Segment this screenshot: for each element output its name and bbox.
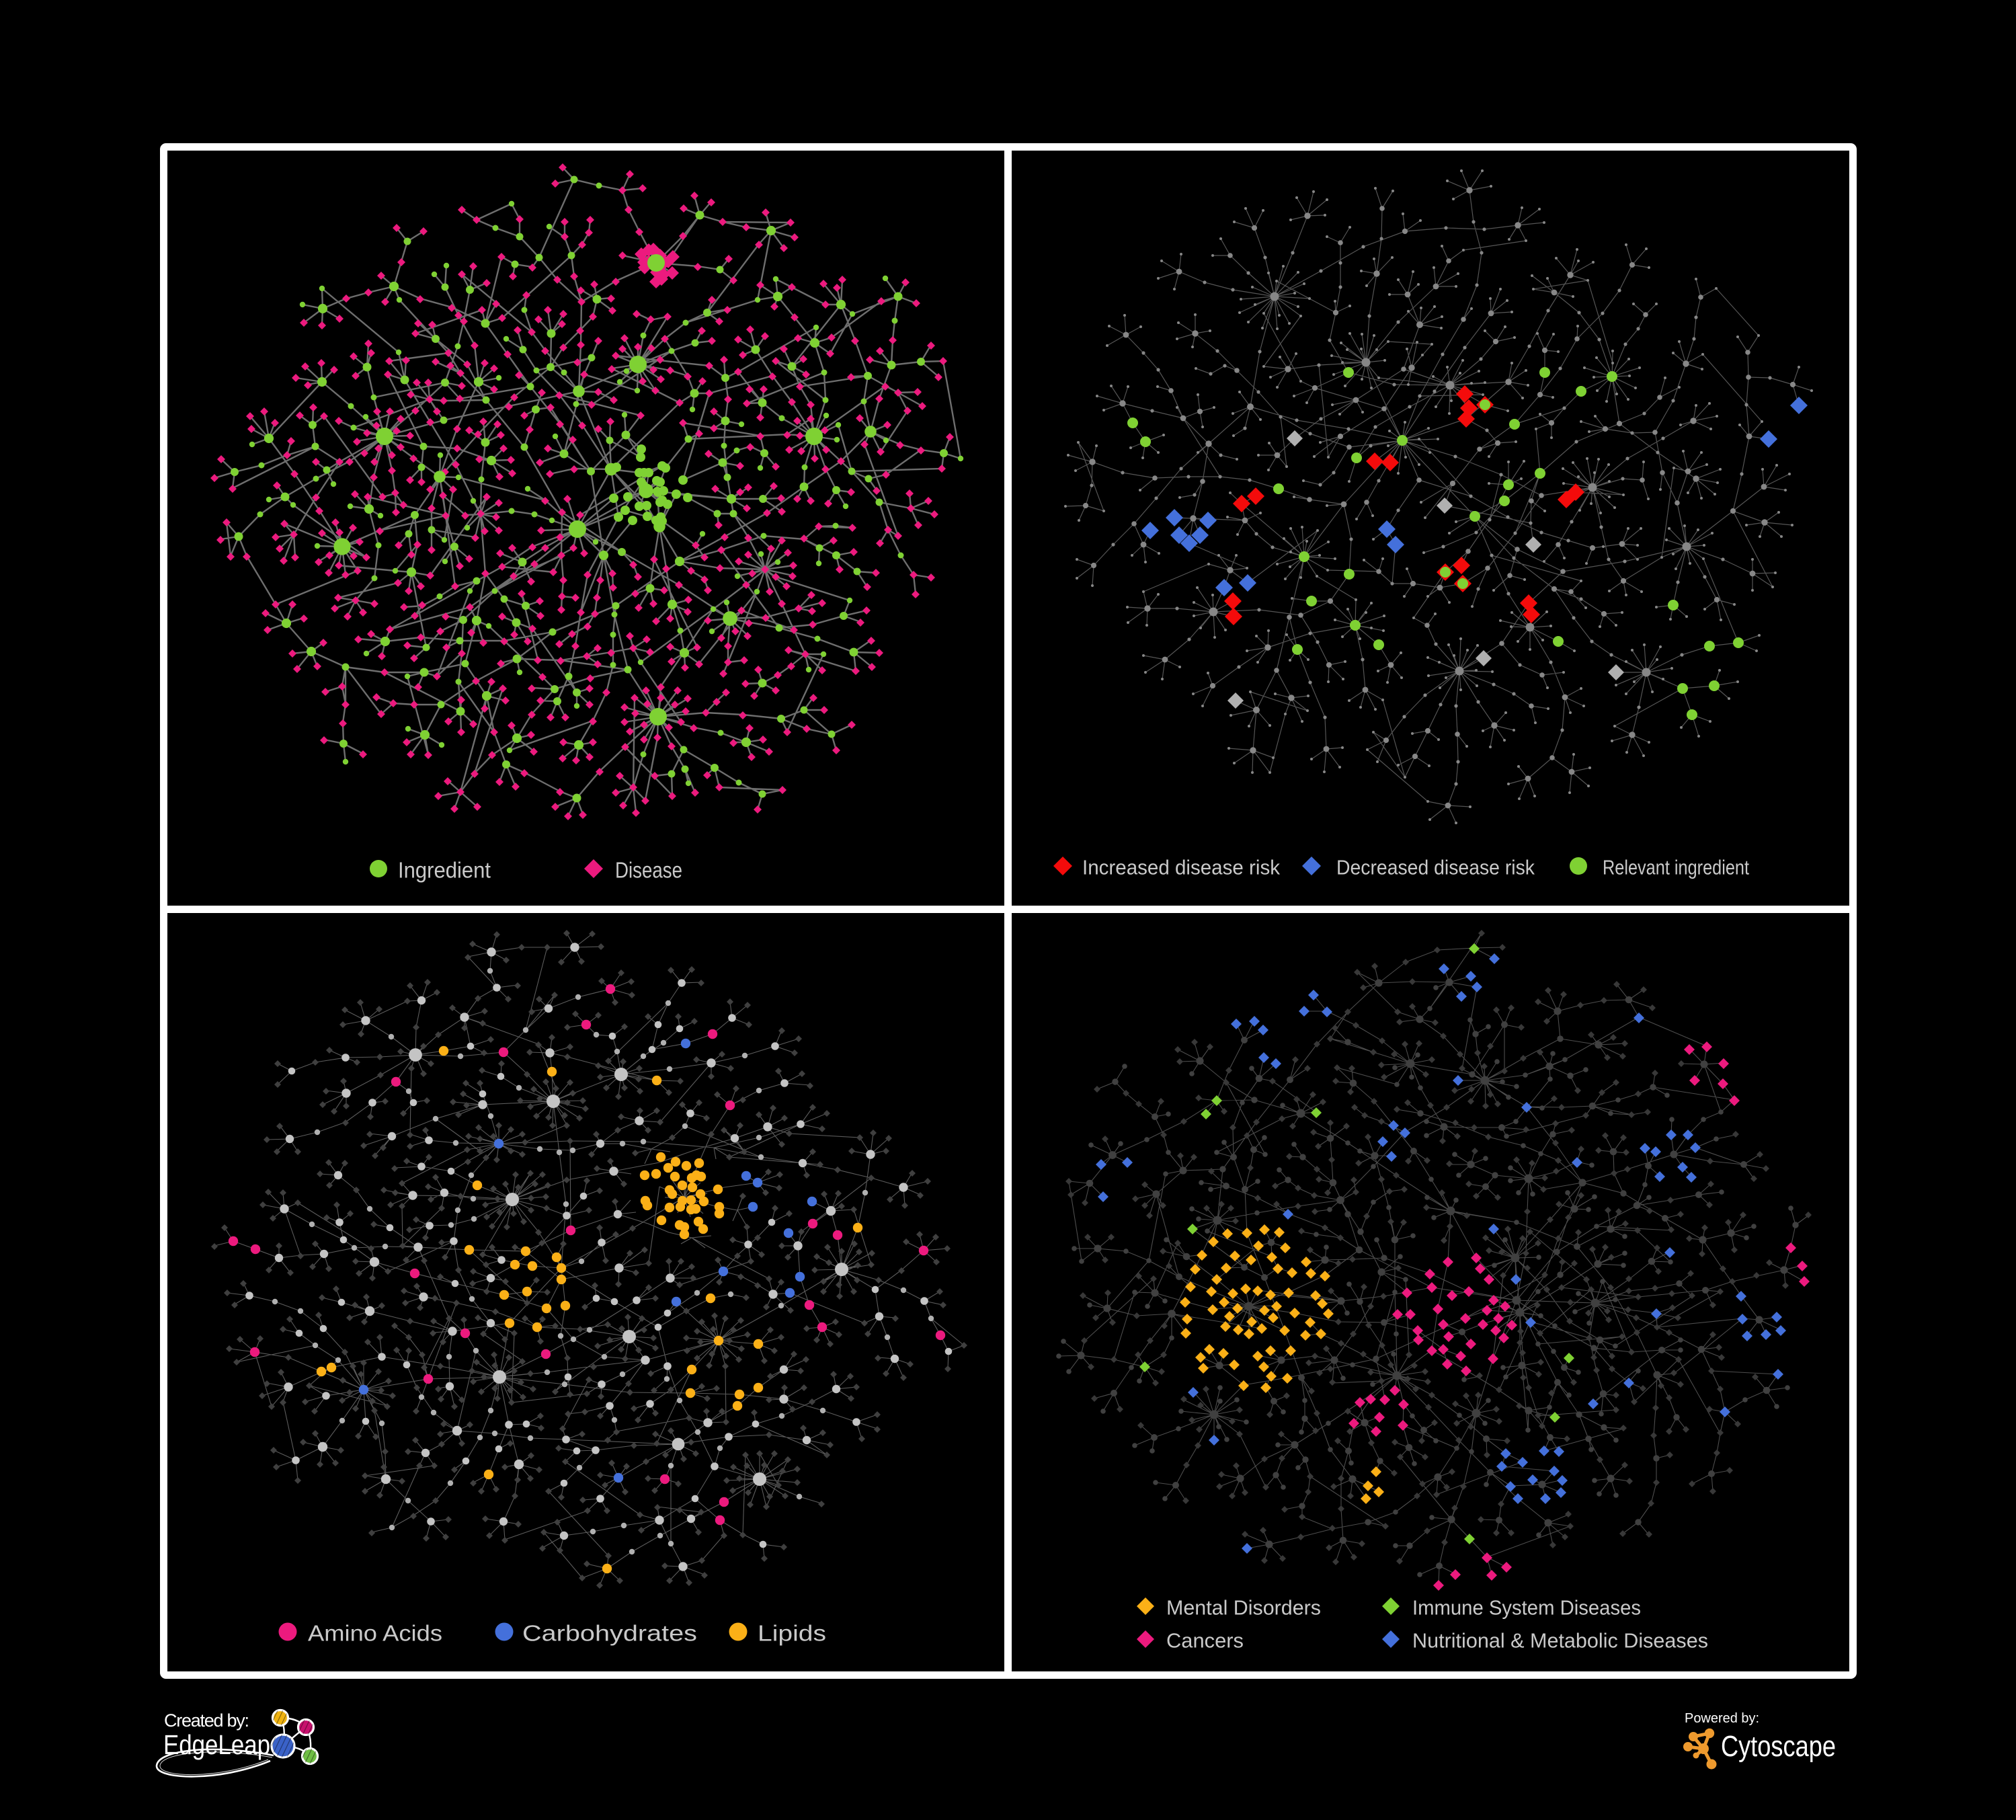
svg-text:Decreased disease risk: Decreased disease risk <box>1336 856 1535 879</box>
svg-text:Powered by:: Powered by: <box>1685 1711 1759 1726</box>
svg-text:Lipids: Lipids <box>758 1621 826 1646</box>
svg-text:Nutritional & Metabolic Diseas: Nutritional & Metabolic Diseases <box>1412 1629 1708 1653</box>
svg-text:EdgeLeap: EdgeLeap <box>163 1729 270 1760</box>
svg-text:Ingredient: Ingredient <box>398 858 491 883</box>
svg-text:Cytoscape: Cytoscape <box>1721 1730 1836 1763</box>
svg-text:Created by:: Created by: <box>164 1710 249 1731</box>
svg-text:Amino Acids: Amino Acids <box>308 1621 442 1646</box>
svg-text:Immune System Diseases: Immune System Diseases <box>1412 1596 1641 1620</box>
svg-text:Increased disease risk: Increased disease risk <box>1082 856 1280 879</box>
svg-text:Mental Disorders: Mental Disorders <box>1166 1596 1321 1620</box>
svg-text:Disease: Disease <box>615 858 682 883</box>
svg-text:Relevant ingredient: Relevant ingredient <box>1603 856 1749 879</box>
svg-text:Cancers: Cancers <box>1166 1629 1244 1653</box>
svg-text:Carbohydrates: Carbohydrates <box>522 1621 697 1646</box>
